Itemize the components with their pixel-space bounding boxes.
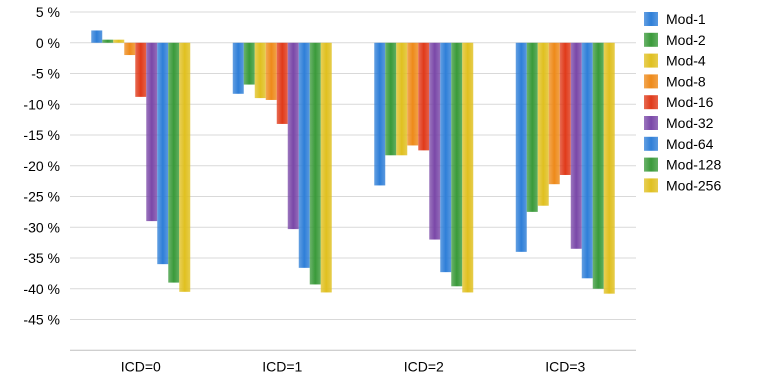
legend-swatch	[644, 116, 658, 130]
bar-mod-8-1	[265, 42, 277, 100]
bar-mod-4-0	[113, 39, 125, 43]
y-tick-label: -35 %	[23, 250, 60, 266]
bar-mod-2-3	[526, 42, 538, 212]
legend-swatch	[644, 74, 658, 89]
y-tick-label: 0 %	[36, 35, 60, 51]
bar-mod-256-0	[179, 42, 191, 292]
bar-mod-64-2	[440, 42, 452, 273]
bar-mod-32-0	[146, 42, 158, 222]
bar-mod-128-3	[592, 42, 604, 289]
legend-swatch	[644, 136, 658, 151]
bar-mod-128-0	[168, 42, 180, 283]
legend-swatch	[644, 53, 658, 68]
bar-mod-128-2	[451, 42, 463, 287]
bar-mod-256-3	[603, 42, 615, 294]
y-tick-label: 5 %	[36, 4, 60, 20]
y-tick-label: -40 %	[23, 281, 60, 297]
y-tick-label: -10 %	[23, 96, 60, 112]
bar-mod-8-0	[124, 42, 136, 56]
legend: Mod-1 Mod-2 Mod-4 Mod-8 Mod-16 Mod-32 Mod-64 Mo…	[644, 11, 721, 193]
legend-swatch	[644, 178, 658, 193]
legend-label: Mod-16	[666, 94, 714, 110]
bar-mod-32-1	[287, 42, 299, 230]
bar-mod-64-0	[157, 42, 169, 265]
bar-mod-64-3	[581, 42, 593, 279]
y-tick-label: -25 %	[23, 189, 60, 205]
bar-mod-16-3	[559, 42, 571, 175]
legend-label: Mod-2	[666, 32, 706, 48]
y-tick-label: -5 %	[31, 66, 60, 82]
bar-mod-256-2	[462, 42, 474, 293]
bar-mod-4-1	[254, 42, 266, 99]
bar-mod-2-1	[243, 42, 255, 85]
bar-mod-1-2	[374, 42, 386, 186]
y-tick-label: -30 %	[23, 219, 60, 235]
bar-mod-256-1	[320, 42, 332, 293]
legend-swatch	[644, 12, 658, 26]
bar-mod-2-0	[102, 39, 114, 43]
bar-mod-32-3	[570, 42, 582, 249]
x-tick-label: ICD=1	[262, 358, 302, 374]
x-tick-label: ICD=0	[121, 358, 161, 374]
legend-label: Mod-1	[666, 11, 706, 27]
bar-mod-4-3	[537, 42, 549, 206]
bar-mod-4-2	[396, 42, 408, 156]
legend-label: Mod-8	[666, 73, 706, 89]
bar-mod-128-1	[309, 42, 321, 285]
legend-swatch	[644, 157, 658, 172]
bar-mod-1-0	[91, 30, 103, 43]
bar-mod-16-2	[418, 42, 430, 151]
bar-mod-16-1	[276, 42, 288, 124]
bar-mod-32-2	[429, 42, 441, 240]
bar-mod-64-1	[298, 42, 310, 268]
y-tick-label: -20 %	[23, 158, 60, 174]
x-tick-label: ICD=3	[545, 358, 585, 374]
bars	[91, 30, 615, 294]
legend-label: Mod-256	[666, 177, 721, 193]
legend-label: Mod-128	[666, 157, 721, 173]
legend-label: Mod-4	[666, 53, 706, 69]
axes: 5 % 0 % -5 % -10 % -15 % -20 % -25 % -30 % -35 %…	[23, 4, 636, 374]
bar-mod-2-2	[385, 42, 397, 156]
legend-label: Mod-32	[666, 115, 714, 131]
y-tick-label: -45 %	[23, 312, 60, 328]
bar-mod-8-2	[407, 42, 419, 146]
legend-label: Mod-64	[666, 136, 714, 152]
x-tick-label: ICD=2	[404, 358, 444, 374]
bar-mod-1-3	[515, 42, 527, 252]
legend-swatch	[644, 32, 658, 47]
legend-swatch	[644, 95, 658, 110]
bar-mod-1-1	[232, 42, 244, 94]
y-tick-label: -15 %	[23, 127, 60, 143]
bar-mod-16-0	[135, 42, 147, 97]
bar-mod-8-3	[548, 42, 560, 185]
